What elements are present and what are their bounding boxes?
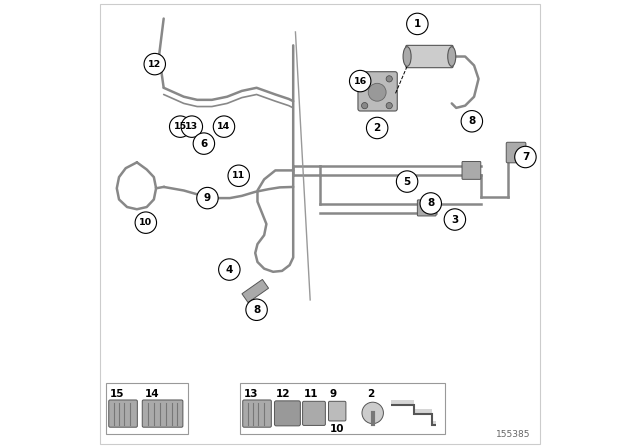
Circle shape bbox=[196, 187, 218, 209]
Circle shape bbox=[386, 76, 392, 82]
Circle shape bbox=[135, 212, 157, 233]
Text: 13: 13 bbox=[244, 389, 259, 399]
Circle shape bbox=[396, 171, 418, 192]
Text: 12: 12 bbox=[276, 389, 291, 399]
Text: 155385: 155385 bbox=[496, 430, 531, 439]
Circle shape bbox=[144, 53, 166, 75]
Text: 4: 4 bbox=[226, 265, 233, 275]
Text: 12: 12 bbox=[148, 60, 161, 69]
Ellipse shape bbox=[448, 47, 456, 66]
Text: 2: 2 bbox=[374, 123, 381, 133]
Circle shape bbox=[362, 103, 368, 109]
FancyBboxPatch shape bbox=[406, 45, 453, 68]
Text: 10: 10 bbox=[140, 218, 152, 227]
Circle shape bbox=[228, 165, 250, 186]
FancyBboxPatch shape bbox=[109, 400, 138, 427]
Polygon shape bbox=[392, 401, 436, 425]
Circle shape bbox=[362, 402, 383, 424]
FancyBboxPatch shape bbox=[417, 200, 436, 216]
Circle shape bbox=[181, 116, 202, 138]
FancyBboxPatch shape bbox=[506, 142, 526, 163]
Text: 8: 8 bbox=[253, 305, 260, 315]
Text: 9: 9 bbox=[204, 193, 211, 203]
Text: 8: 8 bbox=[468, 116, 476, 126]
Circle shape bbox=[444, 209, 465, 230]
Ellipse shape bbox=[403, 47, 411, 66]
Text: 14: 14 bbox=[218, 122, 230, 131]
Text: 10: 10 bbox=[330, 424, 344, 434]
Circle shape bbox=[461, 111, 483, 132]
Text: 15: 15 bbox=[110, 389, 125, 399]
Polygon shape bbox=[242, 280, 269, 302]
Bar bbox=[239, 383, 445, 434]
FancyBboxPatch shape bbox=[243, 400, 271, 427]
Circle shape bbox=[420, 193, 442, 214]
FancyBboxPatch shape bbox=[462, 161, 481, 179]
Ellipse shape bbox=[368, 83, 386, 101]
Circle shape bbox=[213, 116, 235, 138]
Text: 7: 7 bbox=[522, 152, 529, 162]
Text: 9: 9 bbox=[330, 389, 337, 399]
FancyBboxPatch shape bbox=[358, 72, 397, 111]
Text: 1: 1 bbox=[413, 19, 421, 29]
Text: 13: 13 bbox=[185, 122, 198, 131]
Circle shape bbox=[349, 70, 371, 92]
Bar bbox=[106, 383, 188, 434]
FancyBboxPatch shape bbox=[328, 401, 346, 421]
Text: 2: 2 bbox=[367, 389, 374, 399]
Circle shape bbox=[406, 13, 428, 34]
Text: 16: 16 bbox=[353, 77, 367, 86]
Circle shape bbox=[367, 117, 388, 139]
FancyBboxPatch shape bbox=[303, 401, 325, 426]
Text: 5: 5 bbox=[403, 177, 411, 186]
Circle shape bbox=[386, 103, 392, 109]
Circle shape bbox=[219, 259, 240, 280]
Text: 11: 11 bbox=[304, 389, 319, 399]
Circle shape bbox=[515, 146, 536, 168]
Text: 11: 11 bbox=[232, 171, 245, 180]
Circle shape bbox=[246, 299, 268, 320]
Circle shape bbox=[362, 76, 368, 82]
FancyBboxPatch shape bbox=[275, 401, 300, 426]
Text: 15: 15 bbox=[173, 122, 187, 131]
FancyBboxPatch shape bbox=[142, 400, 183, 427]
Circle shape bbox=[170, 116, 191, 138]
Circle shape bbox=[193, 133, 214, 154]
Text: 8: 8 bbox=[427, 198, 435, 208]
Text: 6: 6 bbox=[200, 138, 207, 149]
Text: 14: 14 bbox=[145, 389, 159, 399]
Text: 3: 3 bbox=[451, 215, 458, 224]
